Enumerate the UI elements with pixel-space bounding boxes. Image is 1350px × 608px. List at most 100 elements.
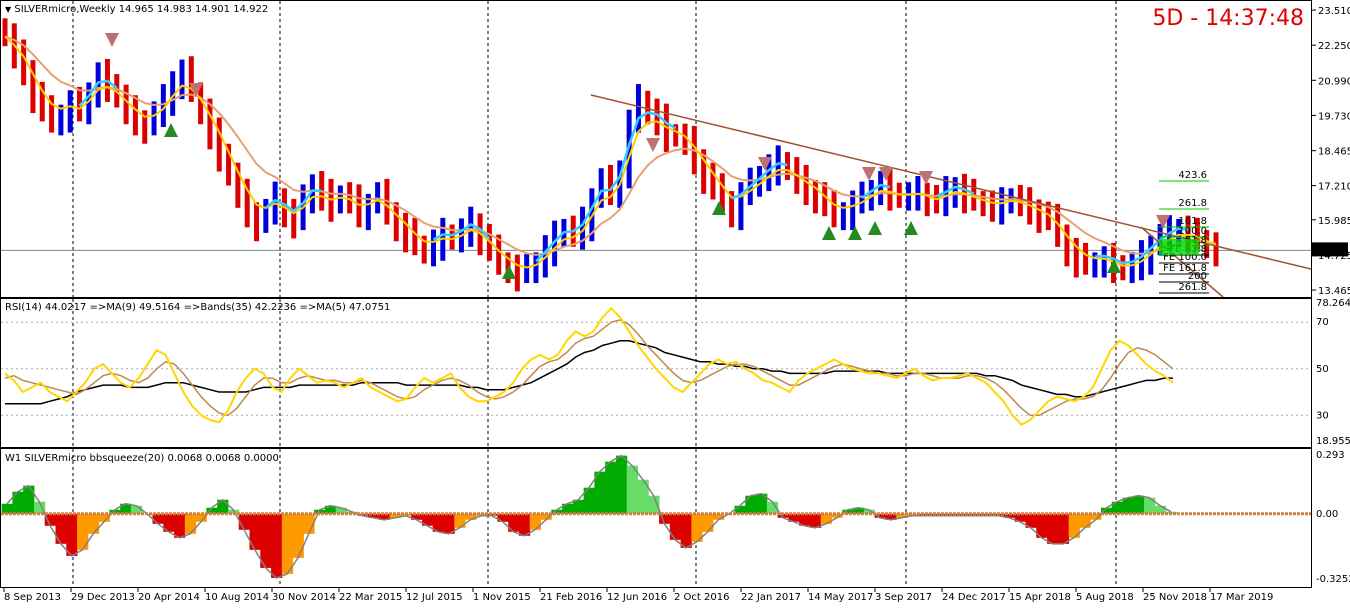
fib-level-label: FE 161.8 <box>1163 263 1207 274</box>
squeeze-bar <box>939 513 951 516</box>
current-price-badge <box>1312 242 1348 257</box>
rsi-ma-line <box>4 319 1174 417</box>
fib-level-label: 200 <box>1188 271 1207 282</box>
bbsqueeze-panel[interactable]: W1 SILVERmicro bbsqueeze(20) 0.0068 0.00… <box>0 448 1312 588</box>
candle-bar <box>1213 232 1219 267</box>
squeeze-bar <box>885 513 897 520</box>
candle-bar <box>431 229 437 267</box>
squeeze-bar <box>184 513 197 534</box>
squeeze-bar <box>238 513 250 530</box>
sell-arrow-icon <box>862 167 876 181</box>
squeeze-bar <box>421 513 434 526</box>
candle-bar <box>831 189 837 228</box>
buy-arrow-icon <box>502 265 516 279</box>
squeeze-bar <box>1014 513 1026 522</box>
squeeze-bar <box>508 513 520 532</box>
candle-bar <box>524 254 530 284</box>
squeeze-bar <box>842 509 854 514</box>
candle-bar <box>30 60 36 114</box>
symbol-header[interactable]: ▼ SILVERmicro,Weekly 14.965 14.983 14.90… <box>5 4 268 15</box>
buy-arrow-icon <box>904 221 918 235</box>
squeeze-bar <box>174 513 186 538</box>
candle-bar <box>710 162 716 200</box>
candle-bar <box>1064 224 1070 267</box>
candle-bar <box>263 198 269 233</box>
candle-bar <box>514 254 520 292</box>
time-tick-label: 14 May 2017 <box>808 592 873 603</box>
candle-bar <box>468 206 474 247</box>
squeeze-bar <box>195 513 207 522</box>
squeeze-bar <box>799 513 811 526</box>
squeeze-bar <box>982 513 994 516</box>
squeeze-bar <box>820 513 832 524</box>
squeeze-bar <box>271 513 283 578</box>
sell-arrow-icon <box>879 167 893 181</box>
rsi-line <box>4 306 1174 426</box>
candle-bar <box>999 187 1005 225</box>
candle-bar <box>701 149 707 194</box>
candle-bar <box>160 84 166 128</box>
rsi-tick-label: 30 <box>1316 410 1329 421</box>
candle-bar <box>924 182 930 217</box>
time-tick-label: 2 Oct 2016 <box>674 592 729 603</box>
candle-bar <box>812 179 818 214</box>
candle-bar <box>337 185 343 214</box>
time-tick-label: 8 Sep 2013 <box>4 592 61 603</box>
candle-bar <box>226 143 232 186</box>
ma-cyan-line <box>935 185 975 198</box>
squeeze-bar <box>1133 495 1145 514</box>
squeeze-bar <box>260 513 272 568</box>
squeeze-bar <box>637 479 649 514</box>
time-tick-label: 10 Aug 2014 <box>205 592 269 603</box>
candle-bar <box>1083 242 1089 275</box>
candle-bar <box>738 182 744 231</box>
squeeze-bar <box>594 471 606 514</box>
time-tick-label: 20 Apr 2014 <box>138 592 200 603</box>
dropdown-icon[interactable]: ▼ <box>5 5 12 14</box>
candle-bar <box>766 154 772 192</box>
sell-arrow-icon <box>189 83 203 97</box>
buy-arrow-icon <box>822 226 836 240</box>
squeeze-bar <box>33 501 46 514</box>
time-tick-label: 3 Sep 2017 <box>875 592 932 603</box>
squeeze-bar <box>1 503 13 514</box>
price-tick-label: 15.985 <box>1318 216 1350 227</box>
ma-slow-line <box>4 35 1217 256</box>
candle-bar <box>840 202 846 231</box>
candle-bar <box>412 217 418 256</box>
ma-cyan-line <box>535 111 677 263</box>
candle-bar <box>673 124 679 147</box>
squeeze-bar <box>906 513 919 516</box>
candle-bar <box>1194 217 1200 250</box>
candle-bar <box>58 104 64 136</box>
time-tick-label: 24 Dec 2017 <box>942 592 1006 603</box>
sell-arrow-icon <box>105 33 119 47</box>
time-tick-label: 29 Dec 2013 <box>71 592 135 603</box>
rsi-chart <box>1 299 1311 447</box>
candle-bar <box>719 173 725 214</box>
candle-bar <box>254 202 260 242</box>
squeeze-bar <box>411 513 423 520</box>
price-tick-label: 19.730 <box>1318 111 1350 122</box>
ma-cyan-line <box>265 189 322 213</box>
squeeze-bar <box>615 455 628 514</box>
rsi-panel[interactable]: RSI(14) 44.0217 =>MA(9) 49.5164 =>Bands(… <box>0 298 1312 448</box>
price-tick-label: 14.725 <box>1318 251 1350 262</box>
squeeze-bar <box>562 503 574 514</box>
squeeze-bar <box>249 513 261 550</box>
candle-bar <box>1073 237 1079 278</box>
squeeze-bar <box>443 513 455 534</box>
time-tick-label: 21 Feb 2016 <box>540 592 602 603</box>
candle-bar <box>729 191 735 228</box>
candle-bar <box>86 82 92 125</box>
squeeze-bar <box>346 511 358 514</box>
squeeze-bar <box>1111 501 1123 514</box>
bbsqueeze-header: W1 SILVERmicro bbsqueeze(20) 0.0068 0.00… <box>5 453 279 464</box>
candle-bar <box>39 81 45 122</box>
squeeze-bar <box>529 513 541 530</box>
candle-bar <box>682 123 688 155</box>
candle-bar <box>188 56 194 102</box>
squeeze-bar <box>691 513 703 542</box>
squeeze-bar <box>572 499 585 514</box>
